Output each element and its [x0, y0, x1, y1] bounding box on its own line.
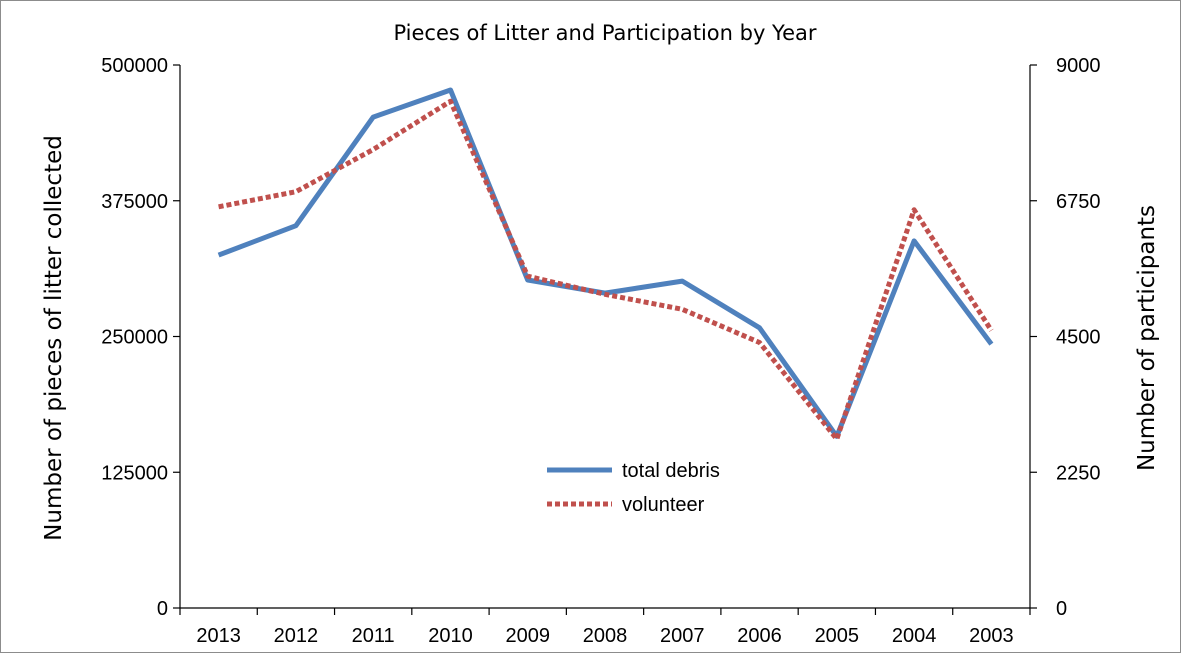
x-tick-label: 2008 — [583, 625, 628, 647]
legend: total debris volunteer — [547, 460, 720, 516]
x-tick-label: 2013 — [196, 625, 241, 647]
left-axis-label: Number of pieces of litter collected — [41, 135, 67, 541]
legend-label: total debris — [622, 460, 720, 482]
left-tick-label: 0 — [157, 598, 168, 620]
x-tick-label: 2010 — [428, 625, 473, 647]
x-tick-label: 2007 — [660, 625, 705, 647]
left-tick-label: 500000 — [101, 55, 168, 77]
x-tick-label: 2009 — [505, 625, 550, 647]
right-tick-label: 9000 — [1056, 55, 1101, 77]
right-tick-label: 0 — [1056, 598, 1067, 620]
series-line-volunteer — [218, 98, 994, 442]
series-layer — [217, 87, 994, 442]
right-axis-label: Number of participants — [1134, 205, 1160, 471]
left-tick-label: 250000 — [101, 327, 168, 349]
x-tick-label: 2005 — [815, 625, 860, 647]
chart-title: Pieces of Litter and Participation by Ye… — [393, 21, 816, 45]
series-line-total-debris — [217, 87, 994, 439]
right-tick-label: 4500 — [1056, 327, 1101, 349]
x-tick-label: 2003 — [969, 625, 1014, 647]
x-tick-label: 2012 — [274, 625, 319, 647]
left-tick-label: 125000 — [101, 462, 168, 484]
legend-label: volunteer — [622, 494, 705, 516]
x-tick-label: 2006 — [737, 625, 782, 647]
right-tick-label: 2250 — [1056, 462, 1101, 484]
axes: 0 125000 250000 375000 500000 0 2250 4500 6750 90… — [101, 55, 1100, 647]
left-tick-label: 375000 — [101, 191, 168, 213]
right-tick-label: 6750 — [1056, 191, 1101, 213]
x-tick-label: 2004 — [892, 625, 937, 647]
x-tick-label: 2011 — [352, 625, 395, 647]
